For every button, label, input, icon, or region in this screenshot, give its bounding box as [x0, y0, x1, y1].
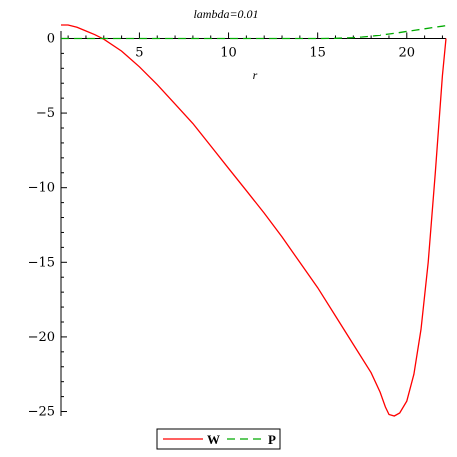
legend: W P — [156, 428, 281, 450]
chart-title: lambda=0.01 — [193, 7, 258, 21]
legend-label-p: P — [268, 432, 276, 447]
x-axis-label: r — [253, 68, 258, 82]
plot-lines — [61, 24, 447, 417]
legend-label-w: W — [207, 432, 220, 447]
x-tick-label: 15 — [309, 45, 326, 60]
y-tick-label: 0 — [47, 31, 55, 46]
axes — [60, 31, 446, 416]
x-tick-label: 10 — [220, 45, 237, 60]
y-tick-label: −10 — [28, 181, 55, 196]
y-tick-label: −5 — [36, 106, 55, 121]
x-tick-label: 20 — [399, 45, 416, 60]
series-line-w — [61, 24, 447, 417]
y-ticks: 0 −5 −10 −15 −20 −25 — [28, 31, 67, 420]
x-tick-label: 5 — [135, 45, 143, 60]
series-line-p — [61, 24, 447, 40]
x-ticks: 5 10 15 20 — [67, 32, 443, 60]
y-tick-label: −15 — [28, 255, 55, 270]
y-tick-label: −25 — [28, 405, 55, 420]
y-tick-label: −20 — [28, 330, 55, 345]
legend-box — [156, 428, 281, 450]
